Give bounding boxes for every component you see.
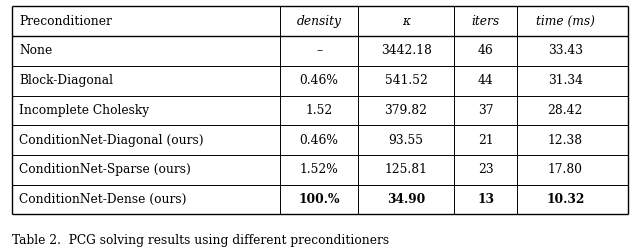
- Text: ConditionNet-Sparse (ours): ConditionNet-Sparse (ours): [19, 163, 191, 176]
- Text: 93.55: 93.55: [388, 134, 424, 147]
- Text: Block-Diagonal: Block-Diagonal: [19, 74, 113, 87]
- Text: 37: 37: [478, 104, 493, 117]
- Text: Preconditioner: Preconditioner: [19, 15, 112, 28]
- Text: Incomplete Cholesky: Incomplete Cholesky: [19, 104, 149, 117]
- Text: κ: κ: [402, 15, 410, 28]
- Text: ConditionNet-Dense (ours): ConditionNet-Dense (ours): [19, 193, 187, 206]
- Text: 100.%: 100.%: [298, 193, 340, 206]
- Text: 125.81: 125.81: [385, 163, 428, 176]
- Text: 44: 44: [478, 74, 493, 87]
- Text: Table 2.  PCG solving results using different preconditioners: Table 2. PCG solving results using diffe…: [12, 234, 388, 247]
- Text: time (ms): time (ms): [536, 15, 595, 28]
- Text: 17.80: 17.80: [548, 163, 583, 176]
- Text: 21: 21: [478, 134, 493, 147]
- Text: density: density: [296, 15, 342, 28]
- Text: 13: 13: [477, 193, 494, 206]
- Text: None: None: [19, 44, 52, 57]
- Text: 3442.18: 3442.18: [381, 44, 431, 57]
- Text: ConditionNet-Diagonal (ours): ConditionNet-Diagonal (ours): [19, 134, 204, 147]
- Text: 12.38: 12.38: [548, 134, 583, 147]
- Text: 34.90: 34.90: [387, 193, 425, 206]
- Text: 1.52%: 1.52%: [300, 163, 339, 176]
- Text: 33.43: 33.43: [548, 44, 583, 57]
- Text: –: –: [316, 44, 322, 57]
- Text: 10.32: 10.32: [546, 193, 584, 206]
- Text: 46: 46: [478, 44, 493, 57]
- Text: 541.52: 541.52: [385, 74, 428, 87]
- Text: iters: iters: [472, 15, 500, 28]
- Text: 0.46%: 0.46%: [300, 134, 339, 147]
- Text: 23: 23: [478, 163, 493, 176]
- Text: 1.52: 1.52: [305, 104, 333, 117]
- Text: 31.34: 31.34: [548, 74, 583, 87]
- Text: 0.46%: 0.46%: [300, 74, 339, 87]
- Text: 379.82: 379.82: [385, 104, 428, 117]
- Text: 28.42: 28.42: [548, 104, 583, 117]
